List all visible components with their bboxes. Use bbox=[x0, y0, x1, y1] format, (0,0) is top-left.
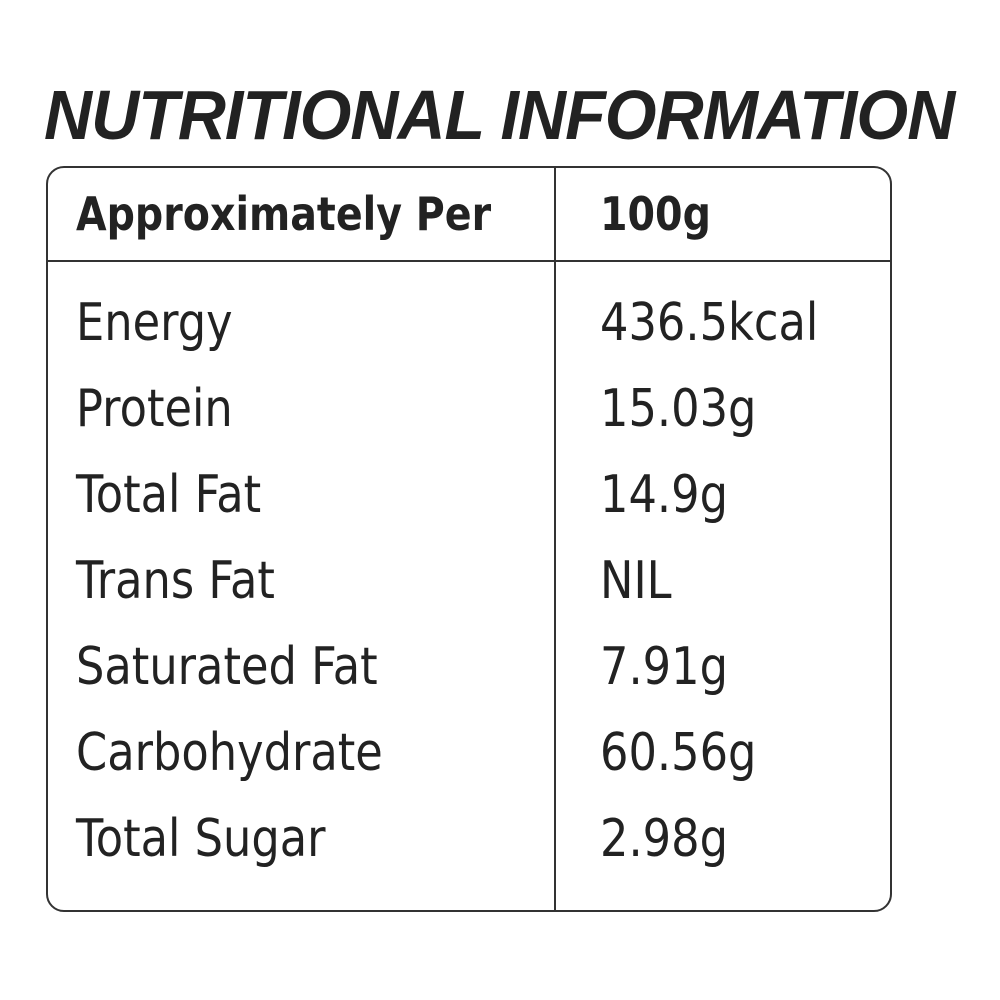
table-row-saturated-fat: Saturated Fat 7.91g bbox=[48, 624, 890, 710]
header-divider bbox=[48, 260, 890, 262]
nutrient-label: Energy bbox=[76, 293, 233, 353]
nutrient-label: Total Fat bbox=[76, 465, 262, 525]
nutrient-value: 436.5kcal bbox=[600, 293, 819, 353]
table-row-total-sugar: Total Sugar 2.98g bbox=[48, 796, 890, 882]
nutrient-rows: Energy 436.5kcal Protein 15.03g Total Fa… bbox=[48, 280, 890, 882]
nutrient-label: Saturated Fat bbox=[76, 637, 378, 697]
table-row-carbohydrate: Carbohydrate 60.56g bbox=[48, 710, 890, 796]
page-title: NUTRITIONAL INFORMATION bbox=[44, 76, 955, 154]
nutrient-label: Carbohydrate bbox=[76, 723, 383, 783]
column-divider bbox=[554, 168, 556, 910]
table-row-total-fat: Total Fat 14.9g bbox=[48, 452, 890, 538]
nutrient-value: 15.03g bbox=[600, 379, 757, 439]
nutrient-value: 60.56g bbox=[600, 723, 757, 783]
table-row-protein: Protein 15.03g bbox=[48, 366, 890, 452]
nutrient-value: 2.98g bbox=[600, 809, 728, 869]
nutrient-value: 7.91g bbox=[600, 637, 728, 697]
table-row-trans-fat: Trans Fat NIL bbox=[48, 538, 890, 624]
nutrient-value: NIL bbox=[600, 551, 672, 611]
header-value: 100g bbox=[600, 187, 711, 241]
nutrition-table: Approximately Per 100g Energy 436.5kcal … bbox=[46, 166, 892, 912]
nutrient-label: Total Sugar bbox=[76, 809, 326, 869]
header-label: Approximately Per bbox=[76, 187, 492, 241]
nutrient-value: 14.9g bbox=[600, 465, 728, 525]
nutrient-label: Protein bbox=[76, 379, 233, 439]
table-row-energy: Energy 436.5kcal bbox=[48, 280, 890, 366]
nutrient-label: Trans Fat bbox=[76, 551, 275, 611]
